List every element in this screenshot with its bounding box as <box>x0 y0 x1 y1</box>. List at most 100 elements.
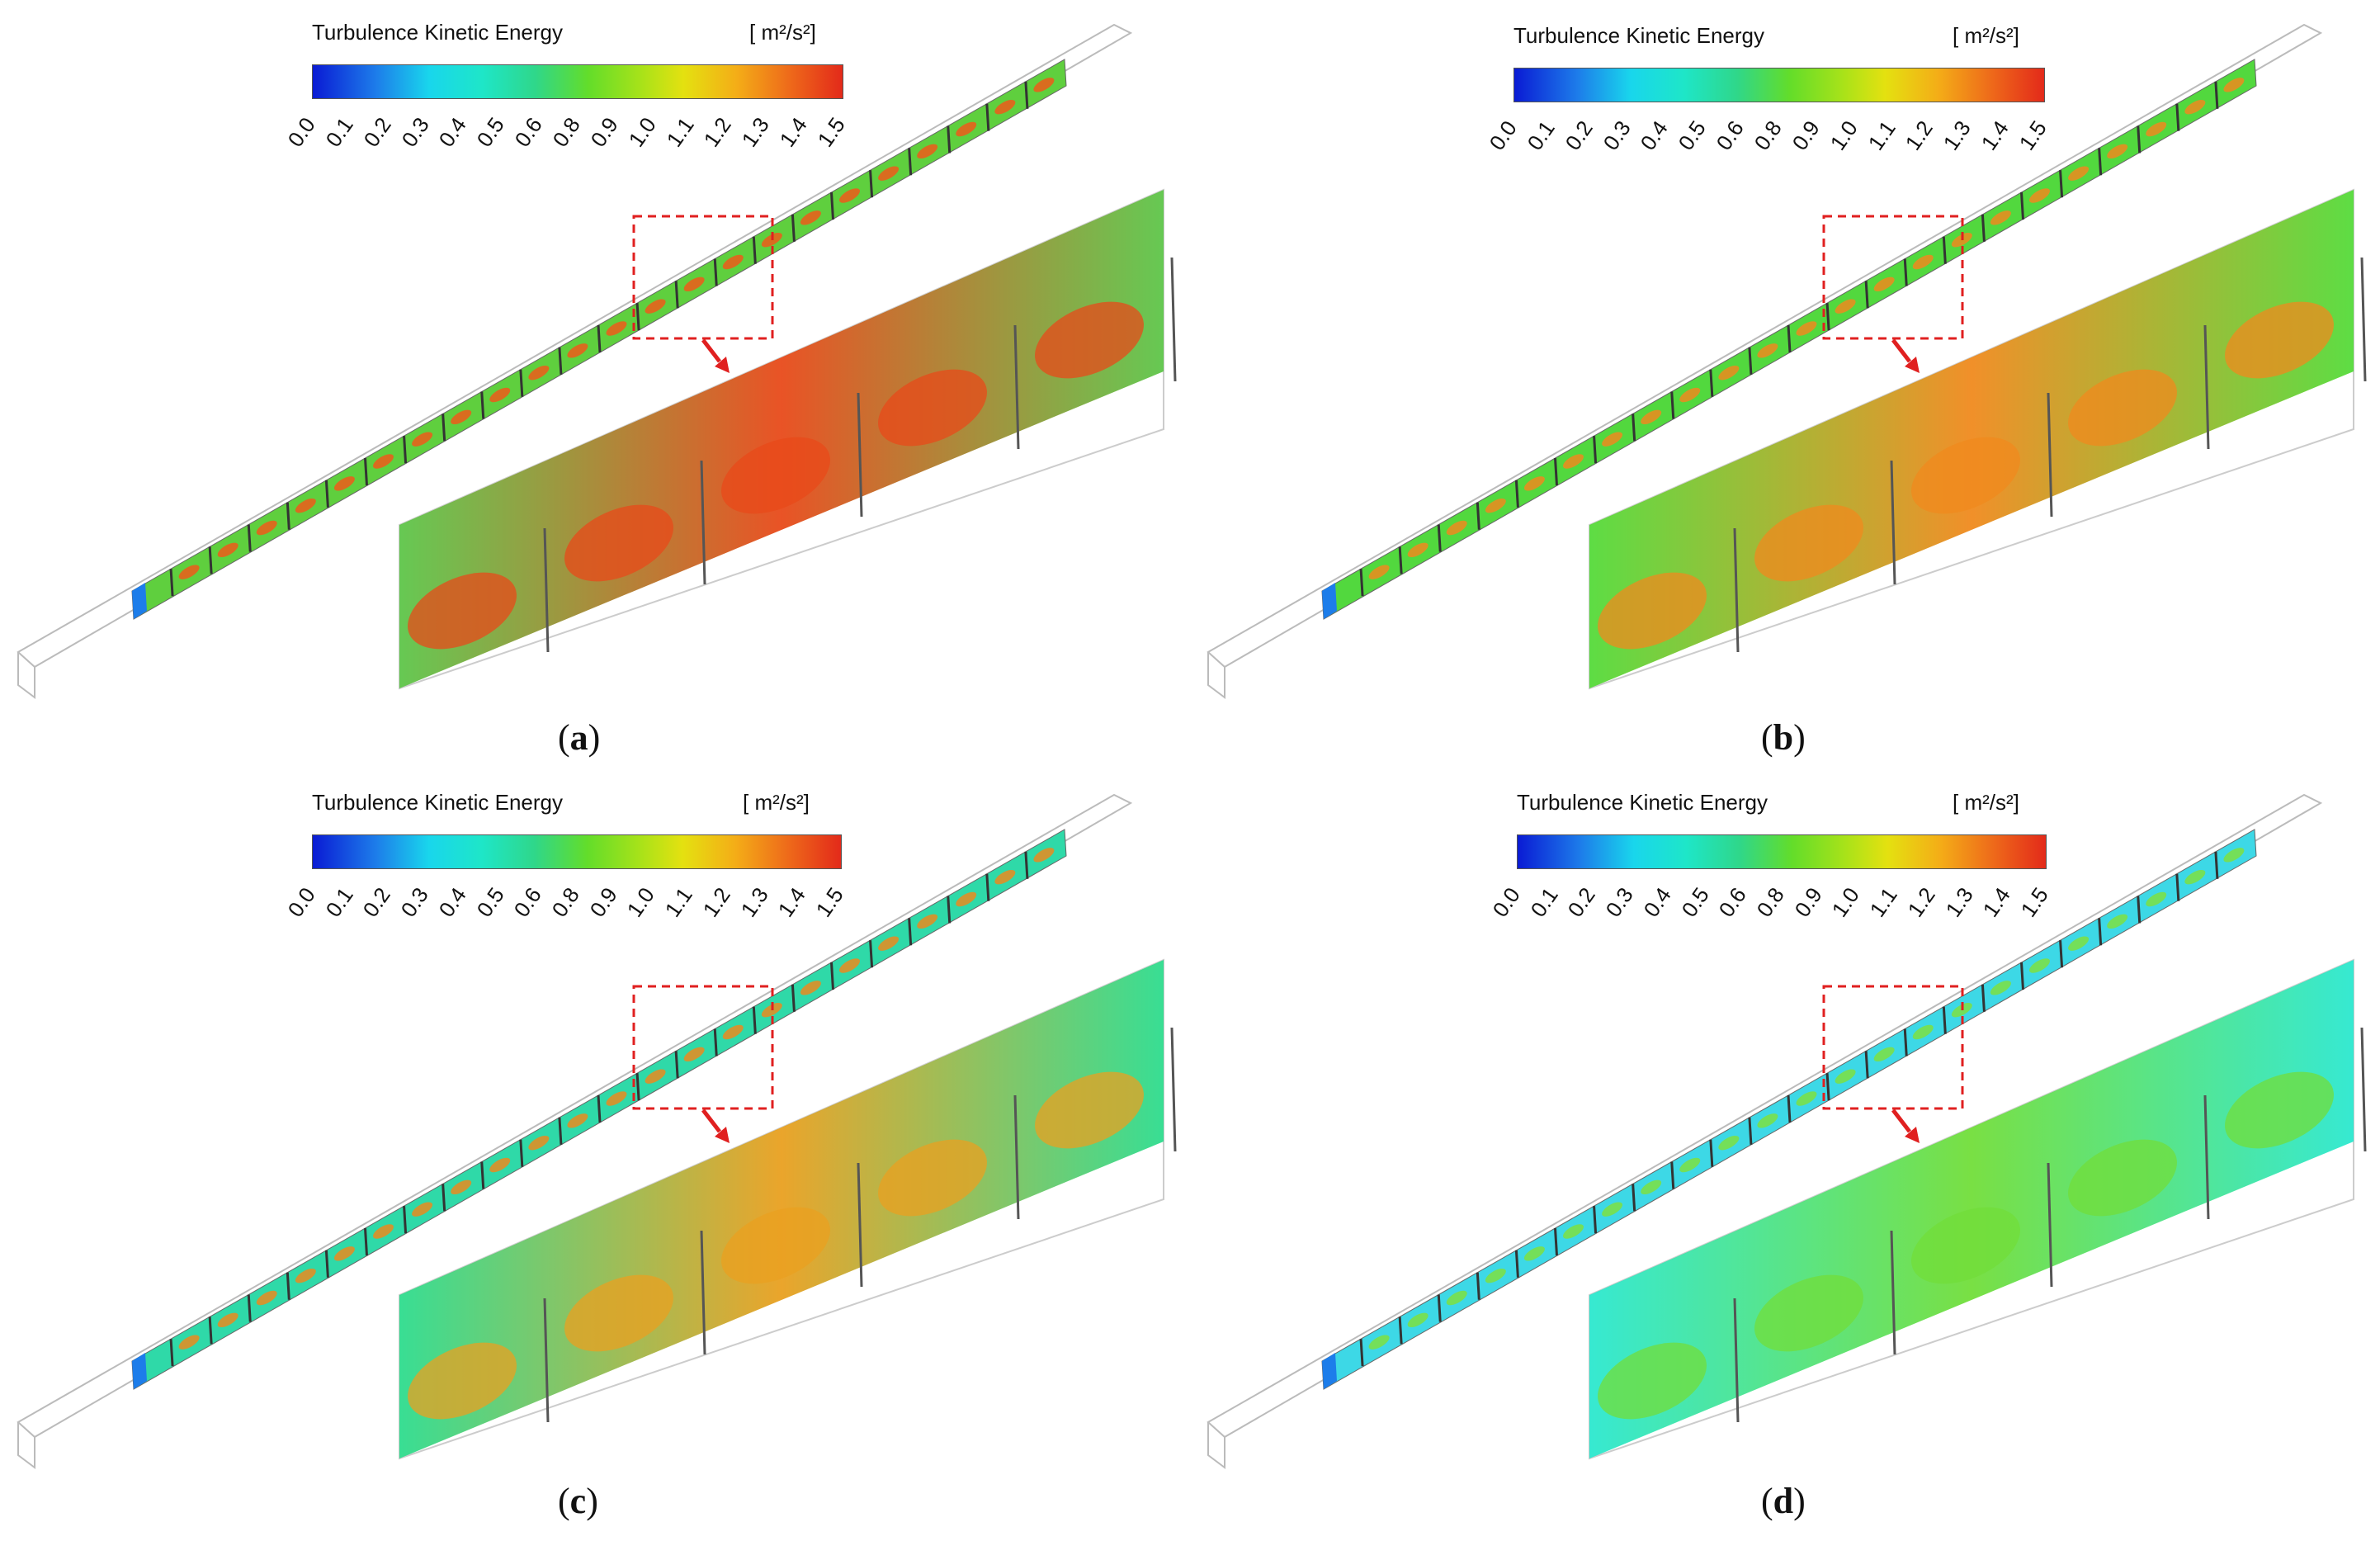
channel-baffle <box>1593 436 1598 464</box>
zoom-hot-core <box>2225 1071 2334 1149</box>
panel-a-drawing <box>17 23 1177 699</box>
channel-baffle <box>908 148 913 176</box>
channel-inlet-cold-zone <box>132 1353 147 1389</box>
channel-baffle <box>597 1094 602 1123</box>
zoom-hot-core <box>2068 369 2177 447</box>
channel-baffle <box>1942 1006 1947 1034</box>
channel-hot-spot <box>2029 958 2050 973</box>
channel-hot-spot <box>373 1224 394 1239</box>
channel-baffle <box>674 281 679 309</box>
channel-hot-spot <box>1990 210 2011 225</box>
channel-hot-spot <box>1718 1135 1740 1151</box>
channel-baffle <box>947 896 952 924</box>
zoom-hot-core <box>1754 504 1863 582</box>
channel-baffle <box>2059 940 2064 968</box>
channel-hot-spot <box>2068 166 2090 181</box>
channel-baffle <box>1709 1139 1714 1167</box>
channel-baffle <box>247 524 252 552</box>
channel-baffle <box>635 303 640 331</box>
channel-baffle <box>1864 1051 1869 1079</box>
channel-baffle <box>791 984 796 1012</box>
channel-hot-spot <box>1033 848 1055 863</box>
channel-baffle <box>1024 81 1029 109</box>
zoom-hot-core <box>1598 1342 1707 1420</box>
channel-hot-spot <box>1602 1202 1623 1217</box>
panel-caption: (c) <box>558 1480 598 1522</box>
channel-baffle <box>1825 303 1830 331</box>
zoom-baffle <box>1013 1094 1020 1220</box>
channel-hot-spot <box>1485 498 1506 513</box>
channel-hot-spot <box>1718 365 1740 381</box>
channel-baffle <box>1670 1161 1675 1189</box>
channel-hot-spot <box>917 914 938 929</box>
channel-baffle <box>324 480 329 508</box>
zoom-baffle <box>857 1162 863 1288</box>
channel-baffle <box>286 502 290 530</box>
zoom-hot-core <box>721 1207 830 1284</box>
channel-hot-spot <box>2146 891 2167 907</box>
channel-baffle <box>364 457 368 486</box>
channel-baffle <box>1359 569 1364 597</box>
channel-baffle <box>1787 1094 1792 1123</box>
channel-hot-spot <box>1446 1290 1467 1306</box>
channel-baffle <box>1437 1294 1442 1322</box>
channel-hot-spot <box>1757 1113 1778 1128</box>
colorbar-title: Turbulence Kinetic Energy <box>1517 790 1768 815</box>
channel-baffle <box>1903 258 1908 286</box>
channel-wireframe <box>1207 793 2323 1439</box>
channel-hot-spot <box>606 1091 627 1106</box>
channel-baffle <box>1476 1272 1480 1300</box>
channel-hot-spot <box>722 254 744 270</box>
channel-baffle <box>869 940 874 968</box>
channel-baffle <box>1024 851 1029 879</box>
zoom-baffle <box>1890 460 1896 585</box>
channel-hot-spot <box>489 387 511 403</box>
zoom-hot-core <box>408 572 517 650</box>
zoom-hot-core <box>1035 1071 1144 1149</box>
zoom-hot-core <box>1911 1207 2020 1284</box>
colorbar-title: Turbulence Kinetic Energy <box>312 20 563 45</box>
channel-hot-spot <box>1485 1268 1506 1283</box>
channel-baffle <box>403 436 408 464</box>
channel-baffle <box>947 125 952 154</box>
zoom-selection-box <box>1822 215 1964 340</box>
zoom-arrow-shaft <box>1891 1108 1911 1133</box>
channel-hot-spot <box>412 1202 433 1217</box>
panel-caption: (b) <box>1761 716 1806 759</box>
channel-baffle <box>169 1339 174 1367</box>
zoom-hot-core <box>1035 301 1144 379</box>
channel-hot-spot <box>451 409 472 425</box>
caption-letter: c <box>569 1481 587 1521</box>
zoom-arrow-shaft <box>1891 338 1911 363</box>
zoom-baffle <box>1733 1298 1740 1423</box>
panel-b-drawing <box>1207 23 2367 699</box>
channel-baffle <box>442 414 446 442</box>
channel-baffle <box>635 1073 640 1101</box>
channel-hot-spot <box>373 454 394 469</box>
zoom-arrow-head <box>1905 1127 1920 1143</box>
channel-baffle <box>674 1051 679 1079</box>
panel-caption: (d) <box>1761 1480 1806 1522</box>
channel-baffle <box>713 258 718 286</box>
channel-hot-spot <box>333 1246 355 1261</box>
channel-baffle <box>519 369 524 397</box>
channel-hot-spot <box>1641 1179 1662 1195</box>
channel-baffle <box>1670 391 1675 419</box>
channel-baffle <box>2059 170 2064 198</box>
channel-baffle <box>1903 1028 1908 1056</box>
zoom-hot-core <box>2225 301 2334 379</box>
channel-baffle <box>208 546 213 574</box>
channel-inlet-cold-zone <box>132 583 147 619</box>
channel-hot-spot <box>1679 387 1701 403</box>
channel-baffle <box>2098 918 2103 946</box>
zoom-baffle <box>2203 1094 2210 1220</box>
colorbar-unit: [ m²/s²] <box>1953 790 2019 815</box>
channel-hot-spot <box>451 1179 472 1195</box>
channel-hot-spot <box>1033 78 1055 92</box>
channel-baffle <box>1632 414 1636 442</box>
channel-hot-spot <box>917 144 938 159</box>
channel-baffle <box>2098 148 2103 176</box>
channel-hot-spot <box>1796 321 1817 336</box>
channel-baffle <box>480 1161 485 1189</box>
colorbar-title: Turbulence Kinetic Energy <box>1513 23 1764 48</box>
